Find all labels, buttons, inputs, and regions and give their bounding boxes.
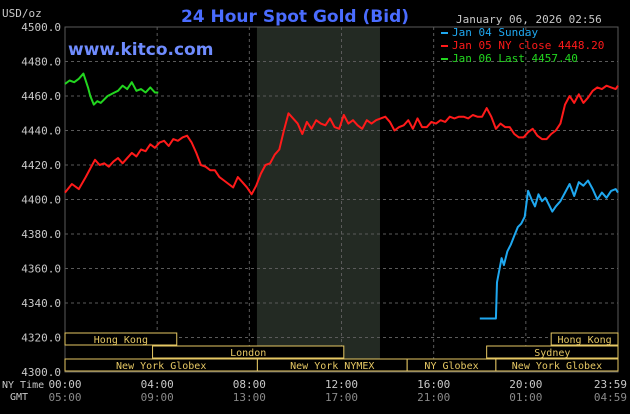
y-tick-label: 4320.0	[21, 332, 61, 345]
plot-border	[64, 26, 619, 373]
x-tick-gmt-label: 05:00	[48, 391, 81, 404]
session-label: Hong Kong	[94, 335, 148, 346]
y-axis-unit-label: USD/oz	[2, 7, 42, 20]
kitco-watermark: www.kitco.com	[68, 40, 213, 60]
session-box	[495, 358, 619, 372]
price-series	[64, 72, 619, 320]
x-tick-ny-label: 23:59	[594, 378, 627, 391]
y-tick-label: 4400.0	[21, 194, 61, 207]
legend-label: Jan 05 NY close 4448.20	[452, 39, 604, 52]
session-label: New York Globex	[512, 361, 602, 372]
y-tick-label: 4300.0	[21, 366, 61, 379]
series-line	[479, 179, 619, 320]
session-label: Hong Kong	[557, 335, 611, 346]
session-label: NY Globex	[424, 361, 478, 372]
y-tick-label: 4340.0	[21, 297, 61, 310]
gmt-axis-label: GMT	[10, 392, 28, 403]
ny-time-axis-label: NY Time	[2, 380, 44, 391]
trading-sessions: Hong Kong Hong Kong London Sydney New York G…	[64, 332, 619, 372]
x-tick-ny-label: 16:00	[417, 378, 450, 391]
chart-title: 24 Hour Spot Gold (Bid)	[181, 7, 409, 27]
session-box	[152, 345, 345, 359]
x-tick-gmt-label: 04:59	[594, 391, 627, 404]
datetime-stamp: January 06, 2026 02:56	[456, 13, 602, 26]
x-tick-gmt-label: 13:00	[233, 391, 266, 404]
x-tick-gmt-label: 01:00	[509, 391, 542, 404]
y-tick-label: 4360.0	[21, 263, 61, 276]
session-label: Sydney	[534, 348, 570, 359]
x-tick-gmt-label: 21:00	[417, 391, 450, 404]
legend-label: Jan 04 Sunday	[452, 26, 538, 39]
x-tick-ny-label: 00:00	[48, 378, 81, 391]
session-label: New York NYMEX	[290, 361, 374, 372]
grid-lines	[64, 26, 619, 373]
x-tick-ny-label: 12:00	[325, 378, 358, 391]
y-tick-label: 4500.0	[21, 21, 61, 34]
series-line	[64, 84, 619, 196]
x-tick-ny-label: 20:00	[509, 378, 542, 391]
y-tick-label: 4420.0	[21, 159, 61, 172]
session-box	[550, 332, 619, 346]
y-tick-label: 4480.0	[21, 56, 61, 69]
legend-label: Jan 06 Last 4457.40	[452, 52, 578, 65]
y-tick-label: 4440.0	[21, 125, 61, 138]
series-line	[64, 72, 159, 106]
x-tick-ny-label: 04:00	[141, 378, 174, 391]
x-tick-gmt-label: 09:00	[141, 391, 174, 404]
y-tick-label: 4380.0	[21, 228, 61, 241]
session-label: New York Globex	[116, 361, 206, 372]
x-tick-ny-label: 08:00	[233, 378, 266, 391]
session-label: London	[230, 348, 266, 359]
session-box	[64, 332, 178, 346]
y-axis-tick-labels: 4500.0 4480.0 4460.0 4440.0 4420.0 4400.0 4380…	[21, 21, 61, 379]
session-box	[486, 345, 619, 359]
x-tick-gmt-label: 17:00	[325, 391, 358, 404]
y-tick-label: 4460.0	[21, 90, 61, 103]
